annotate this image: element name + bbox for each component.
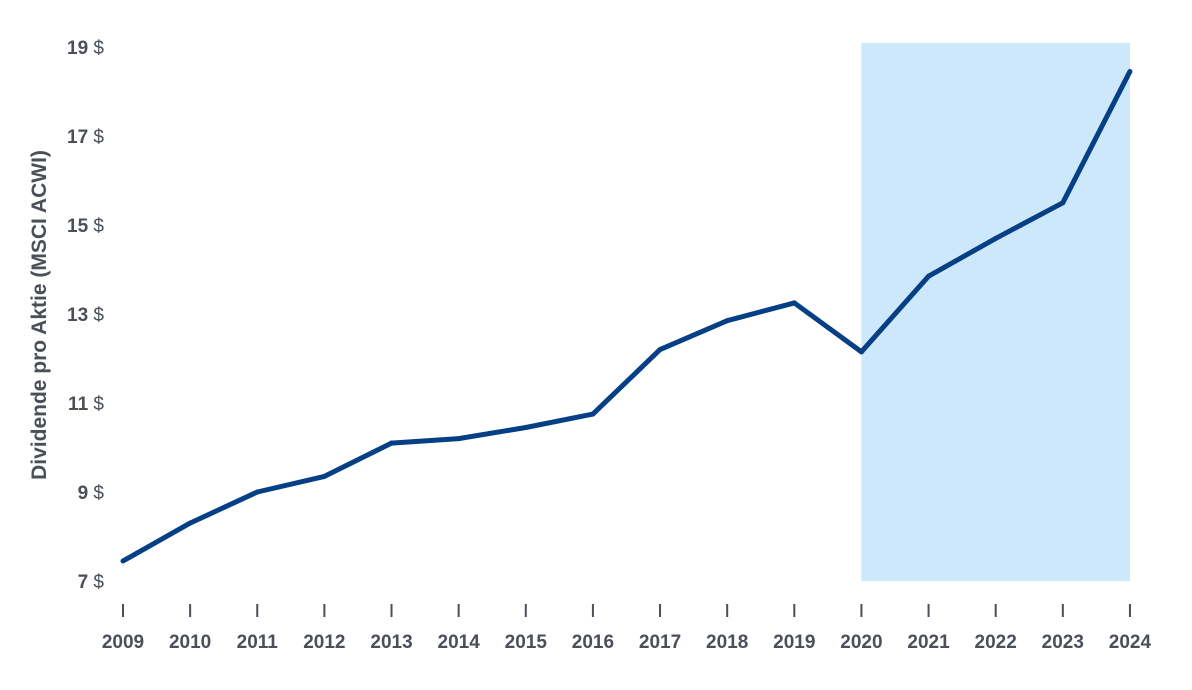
y-tick-label: 11 $ bbox=[68, 394, 104, 415]
x-tick-label: 2011 bbox=[237, 632, 279, 653]
data-point bbox=[858, 349, 864, 355]
x-tick-label: 2019 bbox=[773, 632, 815, 653]
data-point bbox=[657, 347, 663, 353]
x-tick-label: 2023 bbox=[1042, 632, 1084, 653]
y-tick-number: 11 bbox=[68, 394, 89, 415]
y-tick-unit: $ bbox=[88, 38, 104, 59]
x-tick-label: 2024 bbox=[1109, 632, 1152, 653]
data-point bbox=[724, 318, 730, 324]
y-tick-number: 15 bbox=[67, 216, 89, 237]
x-tick-label: 2021 bbox=[907, 632, 950, 653]
data-point bbox=[1127, 68, 1133, 74]
y-axis-title: Dividende pro Aktie (MSCI ACWI) bbox=[28, 150, 51, 480]
y-tick-number: 9 bbox=[78, 483, 89, 504]
y-tick-unit: $ bbox=[88, 216, 104, 237]
x-tick-label: 2022 bbox=[975, 632, 1017, 653]
y-tick-label: 17 $ bbox=[67, 127, 104, 148]
y-tick-unit: $ bbox=[88, 394, 104, 415]
y-axis-ticks: 7 $9 $11 $13 $15 $17 $19 $ bbox=[67, 38, 104, 593]
data-point bbox=[254, 489, 260, 495]
data-point bbox=[187, 520, 193, 526]
data-point bbox=[926, 273, 932, 279]
dividend-series-line bbox=[121, 70, 1133, 564]
data-point bbox=[1060, 200, 1066, 206]
y-tick-unit: $ bbox=[88, 572, 104, 593]
data-point bbox=[321, 473, 327, 479]
data-point bbox=[523, 424, 529, 430]
y-tick-unit: $ bbox=[88, 483, 104, 504]
y-tick-label: 13 $ bbox=[67, 305, 104, 326]
y-tick-unit: $ bbox=[88, 305, 104, 326]
x-tick-label: 2017 bbox=[639, 632, 681, 653]
data-point bbox=[791, 300, 797, 306]
y-tick-number: 19 bbox=[67, 38, 88, 59]
data-point bbox=[120, 558, 126, 564]
y-tick-number: 7 bbox=[78, 572, 89, 593]
x-tick-label: 2014 bbox=[438, 632, 481, 653]
y-tick-label: 7 $ bbox=[78, 572, 105, 593]
data-points bbox=[120, 68, 1133, 564]
y-tick-label: 9 $ bbox=[78, 483, 105, 504]
y-tick-number: 13 bbox=[67, 305, 88, 326]
data-point bbox=[389, 440, 395, 446]
y-tick-label: 15 $ bbox=[67, 216, 104, 237]
data-point bbox=[590, 411, 596, 417]
x-tick-label: 2018 bbox=[706, 632, 748, 653]
x-tick-label: 2010 bbox=[169, 632, 211, 653]
x-tick-label: 2012 bbox=[303, 632, 345, 653]
highlight-region bbox=[861, 43, 1130, 581]
x-tick-label: 2015 bbox=[505, 632, 548, 653]
data-point bbox=[993, 235, 999, 241]
y-tick-unit: $ bbox=[88, 127, 104, 148]
x-tick-label: 2009 bbox=[102, 632, 144, 653]
x-axis: 2009 2010 2011 2012 2013 2014 2015 2016 2017 2018… bbox=[102, 604, 1152, 653]
data-point bbox=[456, 436, 462, 442]
x-tick-label: 2020 bbox=[840, 632, 882, 653]
x-tick-label: 2016 bbox=[572, 632, 614, 653]
y-tick-number: 17 bbox=[67, 127, 88, 148]
y-tick-label: 19 $ bbox=[67, 38, 104, 59]
x-tick-label: 2013 bbox=[370, 632, 412, 653]
